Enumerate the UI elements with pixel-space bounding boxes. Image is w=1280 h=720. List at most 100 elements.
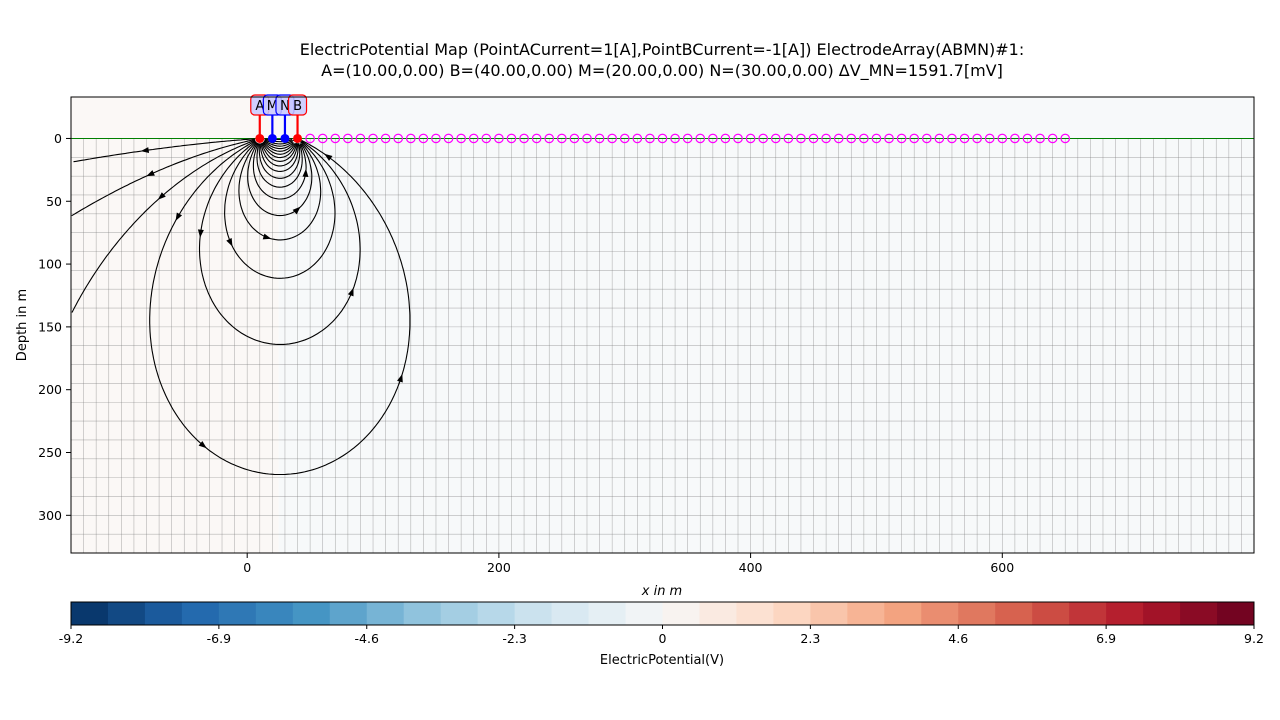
colorbar-tick-label: -9.2 — [59, 631, 83, 646]
sensor-marker — [1010, 133, 1020, 144]
colorbar-swatch — [551, 602, 590, 625]
sensor-marker — [1035, 133, 1045, 144]
streamline-arrow — [292, 206, 301, 215]
colorbar-tick-label: 0 — [659, 631, 667, 646]
streamline-arrow — [197, 229, 204, 238]
y-tick-label: 0 — [54, 131, 62, 146]
streamline-20 — [264, 139, 295, 145]
x-axis: 0 200 400 600 — [243, 553, 1014, 575]
sensor-marker — [607, 133, 617, 144]
streamline-arrow — [226, 237, 233, 247]
sensor-marker — [456, 133, 466, 144]
x-tick-label: 0 — [243, 560, 251, 575]
sensor-marker — [934, 133, 945, 144]
sensor-marker — [481, 133, 492, 144]
sensor-marker — [1047, 133, 1058, 144]
streamline-arrow — [198, 440, 207, 449]
plot-area — [71, 97, 1254, 553]
sensor-marker — [984, 133, 995, 144]
electrode-label: A — [255, 99, 264, 114]
colorbar-swatch — [255, 602, 294, 625]
plot-frame — [70, 96, 1255, 554]
streamline-19 — [263, 140, 293, 147]
sensor-marker — [947, 133, 957, 144]
colorbar-swatch — [107, 602, 146, 625]
sensor-marker — [557, 133, 567, 144]
colorbar-swatch — [366, 602, 405, 625]
streamline-arrow — [324, 153, 333, 161]
streamline-arrow — [175, 212, 183, 221]
streamline-arrow — [146, 170, 155, 177]
colorbar-tick-label: 6.9 — [1096, 631, 1116, 646]
streamline-3 — [71, 139, 256, 313]
streamline-arrow — [302, 168, 309, 177]
sensor-marker — [519, 133, 529, 144]
sensor-marker — [733, 133, 743, 144]
potential-field — [71, 97, 1254, 553]
colorbar-swatch — [144, 602, 183, 625]
streamline-13 — [260, 143, 298, 167]
sensor-marker — [997, 133, 1008, 144]
colorbar-tick-label: -6.9 — [207, 631, 231, 646]
sensor-marker — [833, 133, 844, 144]
streamline-8 — [247, 142, 313, 217]
electrode-marker — [267, 133, 277, 143]
sensor-marker — [846, 133, 857, 144]
y-axis-label: Depth in m — [15, 289, 30, 361]
x-tick-label: 600 — [990, 560, 1014, 575]
sensor-marker — [468, 133, 479, 144]
electrode-b: B — [287, 94, 308, 143]
sensor-markers — [305, 133, 1071, 144]
x-tick-label: 400 — [739, 560, 763, 575]
colorbar-swatch — [773, 602, 811, 625]
colorbar-swatch — [810, 602, 848, 625]
colorbar-swatch — [329, 602, 368, 625]
sensor-marker — [393, 133, 404, 144]
colorbar-swatch — [884, 602, 922, 625]
chart-title-line-2: A=(10.00,0.00) B=(40.00,0.00) M=(20.00,0… — [321, 61, 1003, 81]
y-tick-label: 50 — [46, 194, 62, 209]
sensor-marker — [959, 133, 970, 144]
colorbar-swatch — [995, 602, 1033, 625]
streamline-1 — [73, 138, 255, 163]
electrode-marker — [293, 133, 303, 143]
electrode-marker — [280, 133, 290, 143]
colorbar-swatch — [1180, 602, 1218, 625]
colorbar-tick-label: 9.2 — [1244, 631, 1264, 646]
sensor-marker — [330, 133, 341, 144]
sensor-marker — [645, 133, 655, 144]
colorbar-swatch — [958, 602, 996, 625]
streamline-7 — [238, 141, 322, 241]
colorbar-swatch — [292, 602, 331, 625]
electrode-label: N — [280, 99, 290, 114]
y-tick-label: 300 — [38, 508, 62, 523]
sensor-marker — [494, 133, 504, 144]
colorbar-swatch — [1106, 602, 1144, 625]
colorbar-swatch — [218, 602, 257, 625]
sensor-marker — [884, 133, 894, 144]
y-axis: 0 50 100 150 200 250 300 — [38, 131, 71, 523]
potential-region-2 — [278, 97, 1254, 553]
colorbar-tick-label: 4.6 — [948, 631, 968, 646]
sensor-marker — [531, 133, 542, 144]
sensor-marker — [972, 133, 982, 144]
current-streamlines — [71, 138, 411, 476]
sensor-marker — [594, 133, 605, 144]
y-tick-label: 100 — [38, 257, 62, 272]
colorbar-swatch — [71, 602, 109, 625]
streamline-arrow — [262, 233, 272, 240]
sensor-marker — [1022, 133, 1033, 144]
streamline-arrow — [140, 147, 150, 154]
colorbar-tick-label: -4.6 — [355, 631, 379, 646]
sensor-marker — [1060, 133, 1071, 144]
sensor-marker — [380, 133, 391, 144]
sensor-marker — [758, 133, 768, 144]
colorbar-swatch — [625, 602, 663, 625]
sensor-marker — [682, 133, 693, 144]
streamline-15 — [261, 142, 297, 159]
colorbar-swatch — [477, 602, 516, 625]
sensor-marker — [368, 133, 378, 144]
electrode-label: M — [267, 99, 278, 114]
